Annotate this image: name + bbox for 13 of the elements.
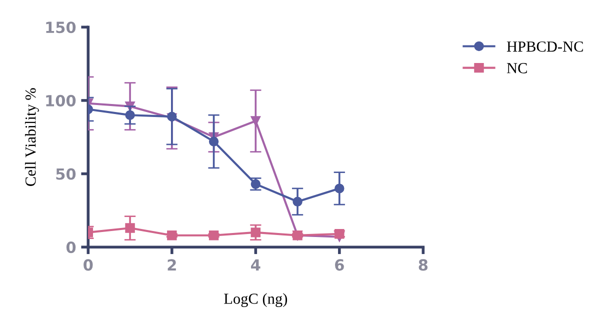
x-tick-label: 8 [418, 259, 428, 271]
legend-label: HPBCD-NC [506, 41, 583, 52]
x-tick-label: 0 [84, 259, 93, 271]
y-tick-label: 150 [46, 22, 76, 34]
x-tick-label: 2 [168, 259, 176, 271]
x-tick-label: 6 [335, 259, 344, 271]
y-axis-title: Cell Viability % [25, 88, 39, 186]
y-tick-label: 0 [66, 242, 76, 254]
y-tick-label: 50 [56, 168, 76, 180]
y-tick-label: 100 [46, 94, 76, 106]
legend-label: NC [506, 63, 527, 74]
x-tick-label: 4 [251, 259, 260, 271]
x-axis-title: LogC (ng) [224, 293, 288, 308]
